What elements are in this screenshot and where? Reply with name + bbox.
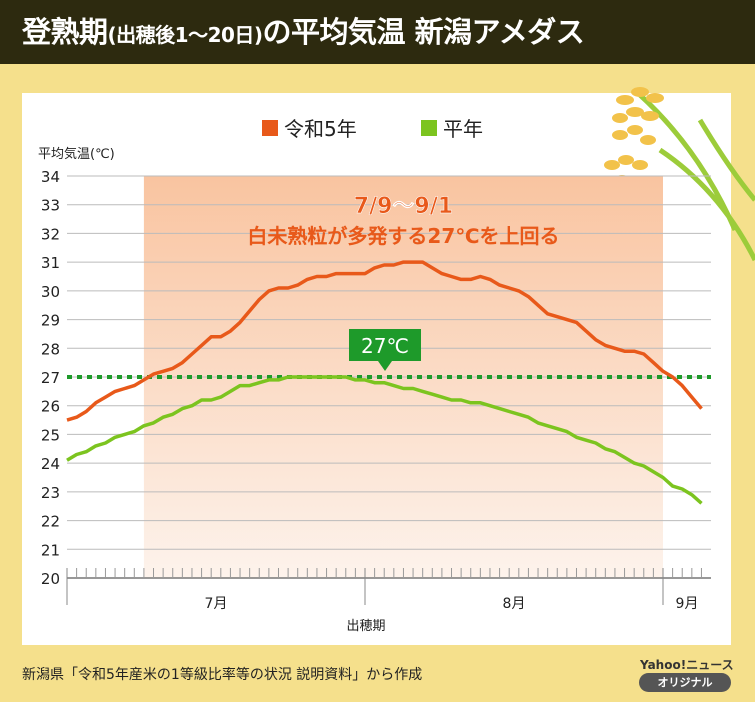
y-tick-label: 28 [41,340,60,358]
threshold-callout-pointer [378,361,392,371]
y-tick-label: 27 [41,369,60,387]
y-tick-label: 20 [41,570,60,588]
brand-logo: Yahoo!ニュース [640,658,734,672]
y-tick-label: 25 [41,426,60,444]
y-tick-label: 23 [41,484,60,502]
y-tick-label: 22 [41,513,60,531]
x-tick-label: 9月 [676,596,699,612]
series-points-0 [66,262,702,421]
source-note: 新潟県「令和5年産米の1等級比率等の状況 説明資料」から作成 [22,667,423,683]
highlight-label-dates: 7/9～9/1 [354,194,453,219]
y-tick-label: 29 [41,312,60,330]
y-tick-label: 24 [41,455,60,473]
y-axis-label: 平均気温(℃) [38,146,115,162]
x-tick-label: 7月 [205,596,228,612]
title-rest: の平均気温 新潟アメダス [262,15,585,49]
x-tick-label: 8月 [503,596,526,612]
highlight-label-text: 白未熟粒が多発する27℃を上回る [247,224,559,248]
x-axis-label: 出穂期 [346,619,385,634]
y-tick-label: 34 [41,168,60,186]
y-tick-label: 26 [41,398,60,416]
threshold-callout: 27℃ [349,329,421,371]
y-tick-label: 33 [41,197,60,215]
y-tick-label: 21 [41,541,60,559]
title-paren: (出穂後1～20日) [107,23,264,47]
y-tick-label: 32 [41,225,60,243]
series-points-1 [66,376,702,504]
threshold-label: 27℃ [361,334,409,358]
y-tick-label: 31 [41,254,60,272]
legend-swatch-r5 [262,120,278,136]
title-main: 登熟期 [22,15,108,49]
threshold-callout-box [349,329,421,361]
legend: 令和5年 平年 [262,117,483,141]
y-tick-label: 30 [41,283,60,301]
legend-label-normal: 平年 [443,117,483,141]
chart-title: 登熟期(出穂後1～20日)の平均気温 新潟アメダス [0,0,755,64]
original-badge: オリジナル [639,673,731,692]
legend-swatch-normal [421,120,437,136]
legend-label-r5: 令和5年 [284,117,357,141]
